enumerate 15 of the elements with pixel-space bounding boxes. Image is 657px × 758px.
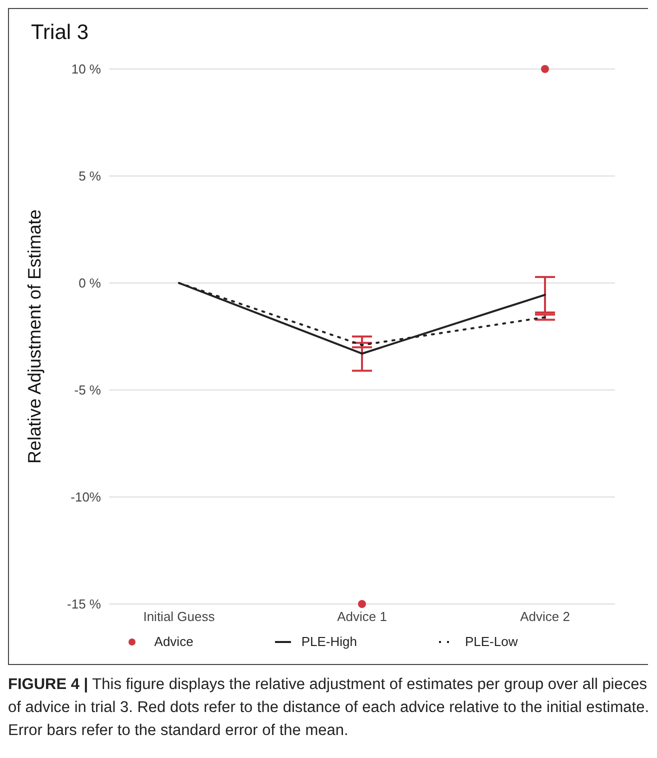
x-tick-label: Advice 1 [337,609,387,624]
x-tick-label: Advice 2 [520,609,570,624]
legend-label: Advice [154,634,194,649]
y-tick-label: 10 % [71,62,102,77]
x-tick-label: Initial Guess [143,609,216,624]
y-tick-label: 0 % [78,276,102,291]
y-tick-label: 5 % [78,168,102,184]
y-tick-label: -5 % [74,382,102,398]
y-tick-label: -10% [70,490,102,505]
y-axis-title: Relative Adjustment of Estimate [24,209,44,464]
legend-label: PLE-High [301,634,357,649]
caption: FIGURE 4 | This figure displays the relative adjustment of estimates per group over all pieces of advice in trial 3. Red dots refer to the distance of each advice relative to the initial estimate. Error bars refer to the standard error of the mean. [8,675,650,741]
legend-label: PLE-Low [464,634,518,649]
chart-title: Trial 3 [31,21,89,45]
y-tick-label: -15 % [67,596,102,612]
